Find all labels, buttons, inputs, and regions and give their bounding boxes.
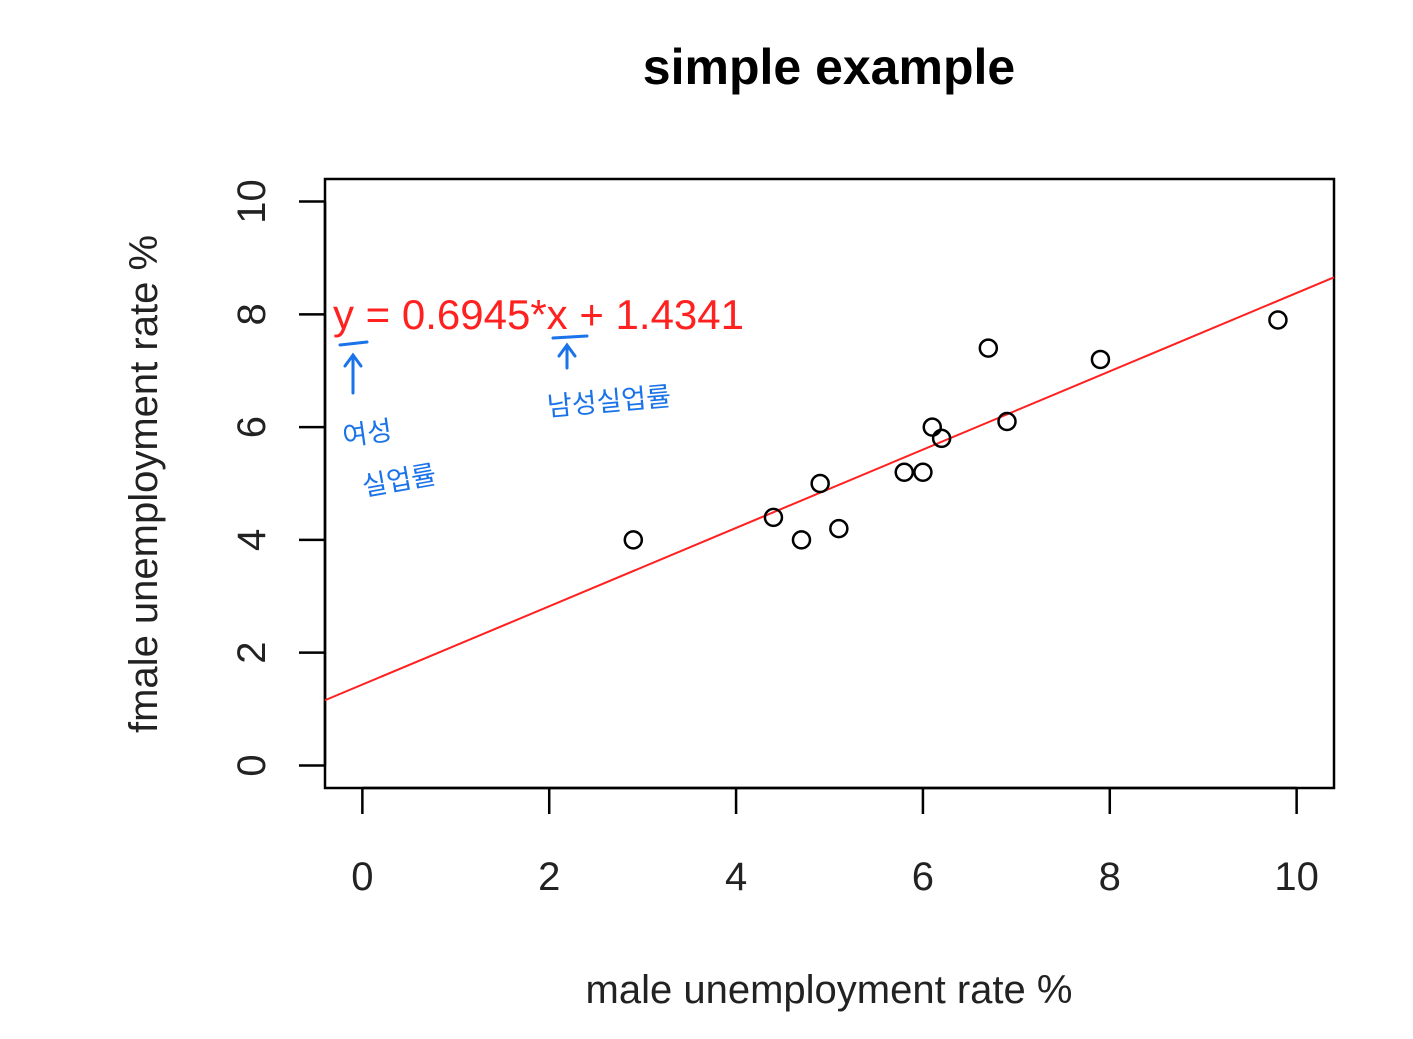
y-tick-label: 4	[230, 529, 274, 551]
data-point	[894, 462, 914, 482]
points-layer	[623, 310, 1288, 550]
x-axis: 0 2 4 6 8 10	[351, 786, 1319, 899]
data-point	[829, 518, 849, 539]
x-tick-label: 4	[725, 855, 747, 899]
x-tick-label: 8	[1099, 855, 1121, 899]
annotation-arrow-x	[551, 334, 589, 370]
x-tick-label: 10	[1274, 855, 1319, 899]
data-point	[763, 507, 784, 528]
y-tick-label: 10	[230, 179, 274, 224]
y-tick-label: 2	[230, 642, 274, 664]
y-axis: 0 2 4 6 8 10	[230, 179, 327, 777]
y-axis-label: fmale unemployment rate %	[122, 235, 166, 733]
data-point	[623, 530, 644, 550]
data-point	[913, 462, 933, 482]
regression-line	[324, 276, 1335, 702]
data-point	[922, 417, 943, 437]
annotation-y-line2: 실업률	[360, 459, 439, 502]
x-tick-label: 0	[351, 855, 373, 899]
data-point	[997, 411, 1017, 432]
y-tick-label: 8	[230, 303, 274, 325]
y-tick-label: 6	[230, 416, 274, 438]
data-point	[810, 473, 830, 494]
data-point	[931, 428, 952, 449]
chart-title: simple example	[643, 39, 1015, 95]
x-axis-label: male unemployment rate %	[586, 968, 1073, 1012]
y-tick-label: 0	[230, 754, 274, 776]
data-point	[791, 530, 812, 550]
data-point	[1090, 349, 1111, 370]
x-tick-label: 2	[538, 855, 560, 899]
annotation-x: 남성실업률	[546, 381, 672, 423]
x-tick-label: 6	[912, 855, 934, 899]
regression-layer	[324, 276, 1335, 702]
data-point	[1268, 310, 1288, 330]
regression-equation: y = 0.6945*x + 1.4341	[333, 291, 744, 338]
annotation-arrow-y	[338, 340, 369, 395]
annotation-y-line1: 여성	[341, 415, 395, 453]
data-point	[978, 338, 999, 358]
